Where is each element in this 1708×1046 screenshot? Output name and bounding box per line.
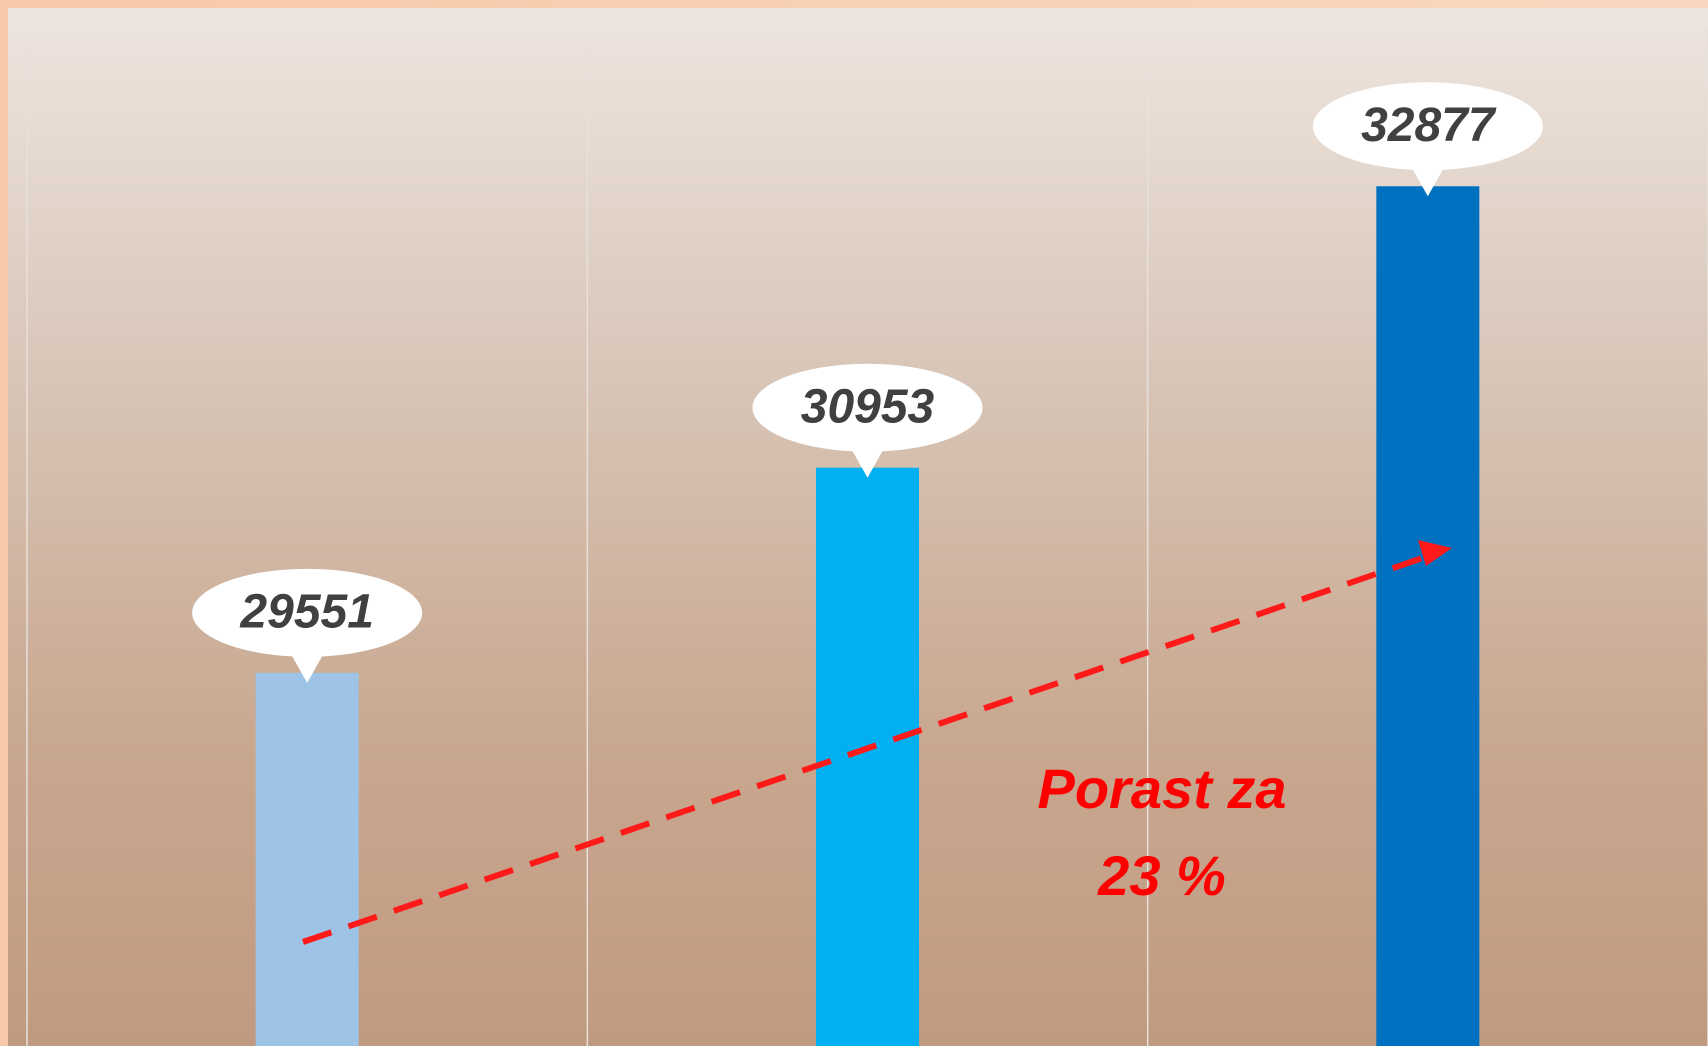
bar — [816, 467, 919, 1046]
callout — [1312, 82, 1543, 171]
callout-pointer — [849, 445, 886, 478]
callout-pointer — [289, 650, 326, 683]
arrow-head — [1418, 540, 1452, 566]
bar — [1376, 186, 1480, 1046]
value-label: 29551 — [239, 585, 373, 638]
value-label: 30953 — [801, 380, 935, 433]
trend-arrow — [302, 549, 1441, 945]
annotation: Porast za — [1038, 757, 1287, 820]
annotation: 23 % — [1097, 844, 1226, 907]
dividers — [26, 30, 1708, 1046]
callout — [752, 363, 983, 452]
callout-pointer — [1409, 164, 1446, 197]
callout — [192, 568, 423, 657]
bars: 29551 30953 32877 — [192, 82, 1543, 1046]
value-label: 32877 — [1361, 99, 1497, 152]
bar — [255, 672, 359, 1046]
